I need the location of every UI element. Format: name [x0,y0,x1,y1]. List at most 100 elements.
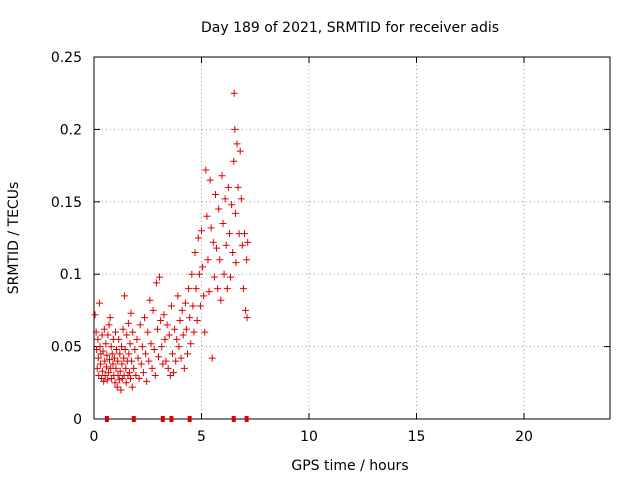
data-point [139,369,147,377]
data-point [118,343,126,351]
data-point [102,363,110,371]
data-point [145,357,153,365]
data-point [100,325,108,333]
data-point [216,256,224,264]
data-point [119,325,127,333]
data-point [113,383,121,391]
data-point [230,157,238,165]
data-point [120,354,128,362]
data-point [101,372,109,380]
data-point [182,325,190,333]
data-point [136,321,144,329]
data-point [176,317,184,325]
data-point [148,364,156,372]
data-point [124,319,132,327]
axis-ticks: 0 5 10 15 20 0 0.05 0.1 0.15 0.2 0.25 [51,50,610,445]
data-point [116,367,124,375]
data-point [146,296,154,304]
data-point [122,379,130,387]
data-point [121,345,129,353]
data-point [160,311,168,319]
gap-marker [104,416,109,422]
data-point [105,321,113,329]
data-point [95,299,103,307]
data-point [138,343,146,351]
data-point [118,360,126,368]
data-point [130,364,138,372]
data-point [151,372,159,380]
data-point [128,383,136,391]
data-point [123,331,131,339]
data-point [103,376,111,384]
data-point [92,328,100,336]
data-point [157,317,165,325]
data-point [210,273,218,281]
data-point [199,263,207,271]
data-point [99,367,107,375]
y-axis-label: SRMTID / TECUs [6,182,22,295]
data-point [177,354,185,362]
data-point [155,353,162,361]
data-point [227,273,235,281]
data-point [109,360,117,368]
data-point [144,328,152,336]
data-point [158,343,166,351]
data-point [242,306,250,314]
data-points [91,89,252,394]
gap-markers [104,416,249,422]
data-point [107,343,115,351]
data-point [103,351,111,359]
data-point [134,354,142,362]
data-point [214,285,222,293]
data-point [232,259,240,267]
data-point [105,356,113,364]
data-point [141,314,149,322]
data-point [208,354,216,362]
data-point [152,279,160,287]
data-point [122,364,130,372]
data-point [244,238,252,246]
data-point [209,238,217,246]
data-point [118,374,126,382]
data-point [204,256,212,264]
data-point [115,376,123,384]
data-point [96,360,104,368]
data-point [168,350,176,358]
data-point [231,209,239,217]
data-point [195,270,203,278]
data-point [111,379,119,387]
gap-marker [131,416,136,422]
data-point [191,248,199,256]
data-point [137,360,145,368]
data-point [102,340,110,348]
y-tick-label: 0.25 [51,50,82,66]
gap-marker [160,416,165,422]
x-tick-label: 0 [90,429,99,445]
y-tick-label: 0.05 [51,340,82,356]
data-point [206,176,214,184]
data-point [115,335,123,343]
data-point [116,350,124,358]
data-point [162,357,170,365]
data-point [150,345,158,353]
data-point [143,377,151,385]
gap-marker [169,416,174,422]
data-point [112,328,119,336]
data-point [215,205,223,213]
data-point [239,285,247,293]
y-tick-label: 0 [73,412,82,428]
data-point [243,314,251,322]
data-point [100,377,108,385]
data-point [94,354,102,362]
data-point [149,306,157,314]
data-point [173,335,181,343]
data-point [163,321,171,329]
data-point [128,357,136,365]
data-point [129,328,137,336]
data-point [217,296,225,304]
gap-marker [231,416,236,422]
data-point [114,357,122,365]
data-point [200,292,208,300]
y-tick-label: 0.1 [60,267,82,283]
data-point [194,234,202,242]
